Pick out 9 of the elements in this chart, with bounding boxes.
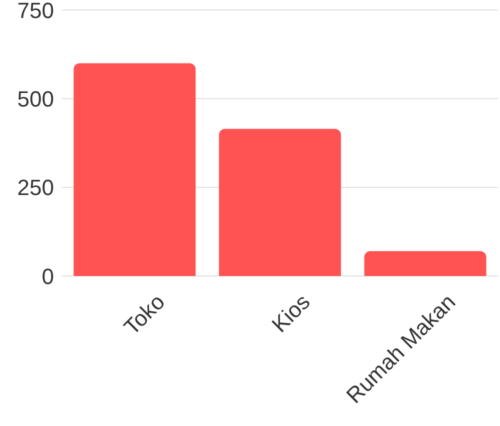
y-tick-label: 250 bbox=[17, 175, 54, 200]
y-tick-label: 0 bbox=[42, 264, 54, 289]
bar bbox=[74, 63, 196, 276]
y-tick-label: 500 bbox=[17, 86, 54, 112]
bar bbox=[218, 128, 341, 276]
x-tick-label: Toko bbox=[118, 289, 170, 340]
x-tick-label: Kios bbox=[266, 289, 315, 338]
y-tick-label: 750 bbox=[17, 0, 54, 23]
bar bbox=[364, 251, 486, 276]
